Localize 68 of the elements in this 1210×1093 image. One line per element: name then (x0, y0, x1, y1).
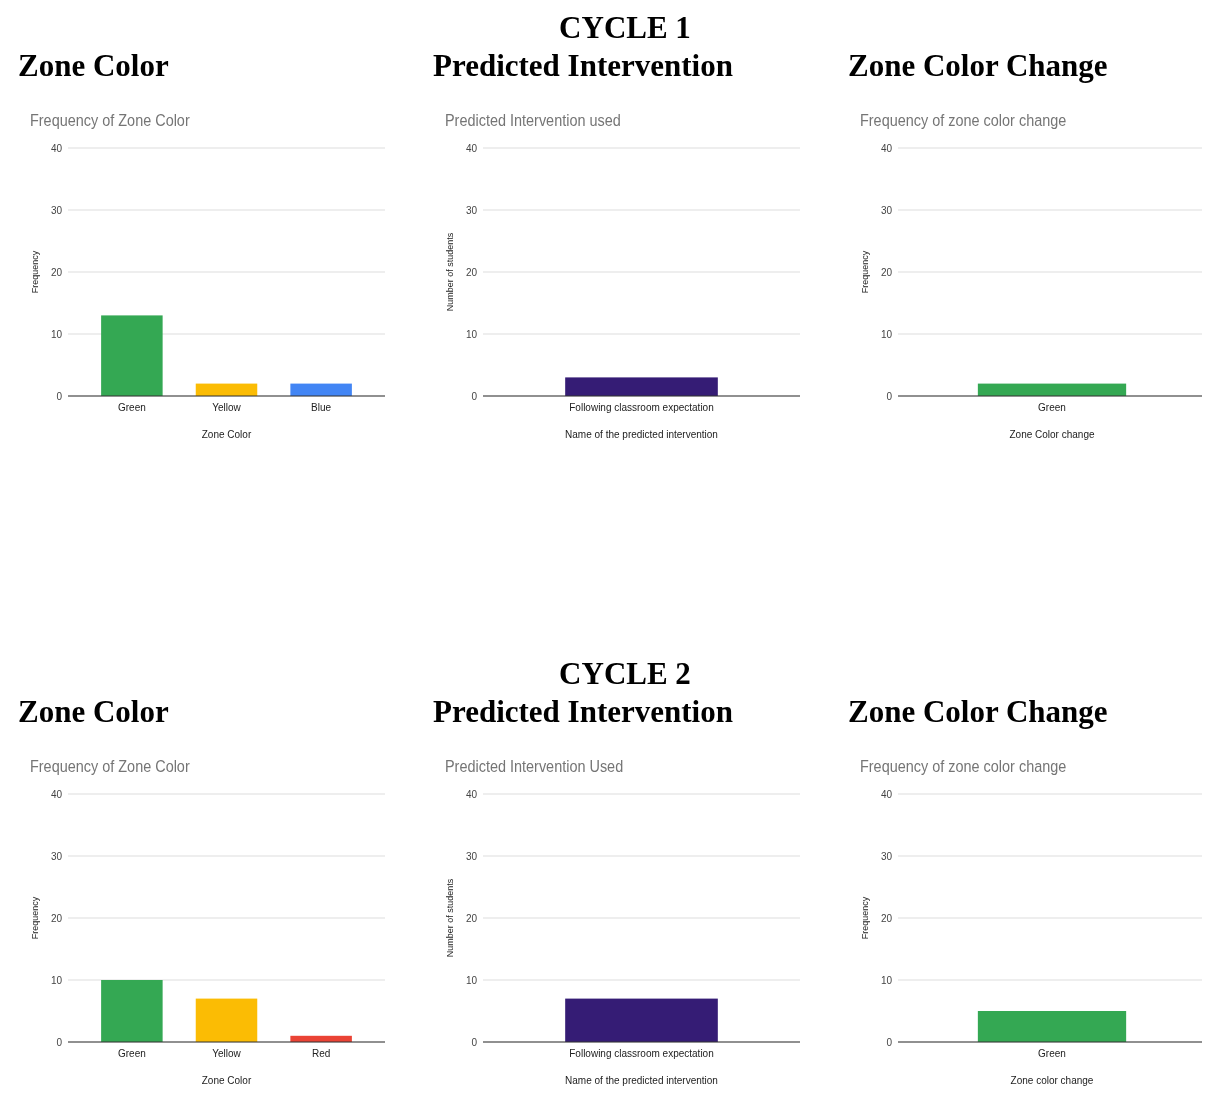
x-tick-label: Blue (311, 402, 332, 413)
y-tick-label: 10 (465, 974, 478, 986)
x-tick-label: Yellow (212, 402, 242, 413)
x-axis-title: Zone Color (201, 1075, 252, 1086)
y-tick-label: 30 (465, 204, 478, 216)
chart-title: Zone Color (18, 694, 169, 729)
text: CYCLE 2 (559, 656, 691, 691)
y-tick-label: 10 (50, 328, 63, 340)
x-axis-title: Zone Color (201, 429, 252, 440)
y-tick-label: 0 (56, 1036, 63, 1048)
x-tick-label: Green (117, 1048, 146, 1059)
y-tick-label: 20 (880, 912, 893, 924)
y-tick-label: 20 (465, 266, 478, 278)
y-axis-title: Number of students (445, 232, 455, 312)
x-tick-label: Green (1038, 402, 1066, 413)
y-tick-label: 10 (880, 974, 893, 986)
chart-title: Zone Color Change (848, 48, 1108, 83)
chart-title: Predicted Intervention (433, 48, 733, 83)
x-tick-label: Following classroom expectation (569, 402, 714, 413)
y-tick-label: 30 (880, 850, 893, 862)
chart-title: Zone Color (18, 48, 169, 83)
text: CYCLE 1 (559, 10, 691, 45)
y-tick-label: 20 (880, 266, 893, 278)
chart-title: Predicted Intervention (433, 694, 733, 729)
x-axis-title: Zone color change (1010, 1075, 1094, 1086)
y-tick-label: 0 (886, 1036, 893, 1048)
y-tick-label: 30 (880, 204, 893, 216)
y-tick-label: 40 (50, 788, 63, 800)
y-tick-label: 0 (56, 390, 63, 402)
chart-subtitle: Frequency of Zone Color (30, 110, 190, 130)
y-tick-label: 40 (50, 142, 63, 154)
y-tick-label: 0 (471, 390, 478, 402)
y-tick-label: 30 (465, 850, 478, 862)
y-axis-title: Number of students (445, 878, 455, 958)
y-tick-label: 10 (50, 974, 63, 986)
x-axis-title: Zone Color change (1009, 429, 1095, 440)
y-tick-label: 0 (886, 390, 893, 402)
chart-subtitle: Predicted Intervention used (445, 110, 621, 130)
y-axis-title: Frequency (30, 250, 40, 294)
x-axis-title: Name of the predicted intervention (565, 1075, 718, 1086)
y-tick-label: 10 (465, 328, 478, 340)
y-tick-label: 40 (880, 788, 893, 800)
x-tick-label: Yellow (212, 1048, 242, 1059)
bar (195, 998, 258, 1042)
y-tick-label: 40 (880, 142, 893, 154)
y-tick-label: 30 (50, 850, 63, 862)
chart-title: Zone Color Change (848, 694, 1108, 729)
x-tick-label: Green (117, 402, 146, 413)
x-tick-label: Red (311, 1048, 331, 1059)
y-axis-title: Frequency (30, 896, 40, 940)
chart-subtitle: Frequency of zone color change (860, 756, 1067, 776)
x-tick-label: Following classroom expectation (569, 1048, 714, 1059)
y-axis-title: Frequency (860, 250, 870, 294)
chart-subtitle: Frequency of zone color change (860, 110, 1067, 130)
y-tick-label: 40 (465, 788, 478, 800)
x-axis-title: Name of the predicted intervention (565, 429, 718, 440)
y-tick-label: 10 (880, 328, 893, 340)
y-tick-label: 20 (465, 912, 478, 924)
chart-subtitle: Frequency of Zone Color (30, 756, 190, 776)
x-tick-label: Green (1038, 1048, 1066, 1059)
y-tick-label: 30 (50, 204, 63, 216)
y-tick-label: 20 (50, 266, 63, 278)
y-tick-label: 0 (471, 1036, 478, 1048)
chart-subtitle: Predicted Intervention Used (445, 756, 624, 776)
y-axis-title: Frequency (860, 896, 870, 940)
bar (101, 980, 163, 1042)
y-tick-label: 40 (465, 142, 478, 154)
y-tick-label: 20 (50, 912, 63, 924)
